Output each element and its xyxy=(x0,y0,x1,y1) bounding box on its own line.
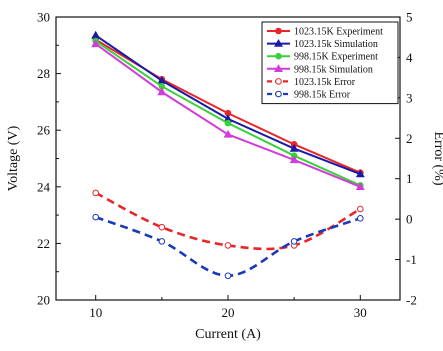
y2-tick-label: -2 xyxy=(406,293,417,308)
series-6 xyxy=(92,213,364,280)
series-2 xyxy=(91,30,365,178)
y-tick-label: 20 xyxy=(37,293,50,308)
x-tick-label: 20 xyxy=(222,305,235,320)
data-point xyxy=(91,30,101,39)
legend-label: 1023.15K Experiment xyxy=(294,27,383,38)
axis-layer: 10 20 30 20 22 24 26 28 30 -2 -1 0 1 2 3 4 5 xyxy=(37,10,417,321)
series-4 xyxy=(91,39,365,190)
data-point xyxy=(224,242,232,249)
data-point xyxy=(290,238,298,245)
data-point xyxy=(289,155,299,164)
legend-item: 998.15k Error xyxy=(267,90,351,101)
legend-item: 1023.15K Experiment xyxy=(267,27,383,38)
y-tick-label: 26 xyxy=(37,123,51,138)
y-axis-label: Voltage (V) xyxy=(6,125,21,191)
legend-label: 998.15K Experiment xyxy=(294,52,378,63)
data-point xyxy=(158,238,166,245)
legend-marker xyxy=(275,52,282,60)
y2-tick-label: 4 xyxy=(406,50,413,65)
y2-tick-label: 3 xyxy=(406,90,413,105)
y2-axis-label: Error (%) xyxy=(431,131,443,185)
y-tick-label: 28 xyxy=(37,66,50,81)
legend-marker xyxy=(274,64,283,72)
legend-marker xyxy=(275,78,282,85)
x-axis-label: Current (A) xyxy=(195,327,261,342)
data-point xyxy=(224,272,232,280)
series-line xyxy=(95,191,361,251)
x-tick-label: 10 xyxy=(89,305,102,320)
y2-tick-label: -1 xyxy=(406,252,417,267)
data-point xyxy=(357,215,364,222)
legend-marker xyxy=(274,38,283,47)
legend-label: 998.15k Simulation xyxy=(294,64,373,75)
data-point xyxy=(357,205,364,213)
legend-item: 998.15k Simulation xyxy=(267,64,373,75)
series-5 xyxy=(92,189,364,251)
data-point xyxy=(224,119,232,127)
data-point xyxy=(158,223,166,231)
data-point xyxy=(289,143,299,152)
series-layer xyxy=(91,30,365,280)
data-point xyxy=(92,189,99,197)
data-point xyxy=(92,213,99,221)
y-tick-label: 30 xyxy=(37,10,50,25)
data-point xyxy=(355,182,365,190)
data-point xyxy=(91,39,101,48)
legend-marker xyxy=(275,27,282,35)
legend-item: 1023.15k Error xyxy=(267,77,356,88)
x-tick-label: 30 xyxy=(354,305,367,320)
y2-tick-label: 1 xyxy=(406,171,413,186)
y2-tick-label: 2 xyxy=(406,131,413,146)
legend-item: 998.15K Experiment xyxy=(267,52,378,63)
legend-marker xyxy=(275,90,282,98)
legend-item: 1023.15k Simulation xyxy=(267,38,378,50)
y-tick-label: 22 xyxy=(37,236,50,251)
data-point xyxy=(223,129,233,138)
legend-label: 1023.15k Simulation xyxy=(294,39,378,50)
legend-box xyxy=(261,21,399,105)
data-point xyxy=(355,169,365,178)
data-point xyxy=(157,87,167,96)
y2-tick-label: 0 xyxy=(406,212,413,227)
legend-label: 1023.15k Error xyxy=(294,77,356,88)
y2-tick-label: 5 xyxy=(406,10,413,25)
y-tick-label: 24 xyxy=(37,179,51,194)
legend-label: 998.15k Error xyxy=(294,90,351,101)
